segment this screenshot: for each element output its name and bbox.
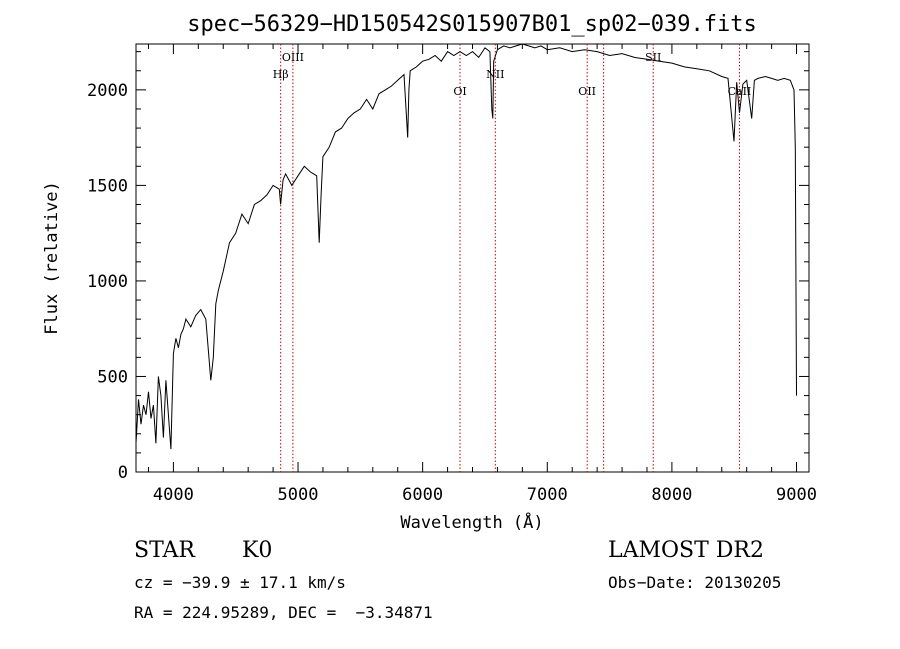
line-marker-label: OI: [453, 85, 466, 98]
x-tick-label: 5000: [278, 485, 319, 505]
y-axis-ticks: 0 500 1000 1500 2000: [87, 51, 809, 483]
line-marker-label: CaII: [728, 85, 752, 98]
y-tick-label: 2000: [87, 81, 128, 101]
x-axis-label: Wavelength (Å): [400, 511, 543, 533]
object-subclass: K0: [242, 538, 273, 563]
x-axis-ticks: 4000 5000 6000 7000 8000 9000: [147, 44, 817, 505]
chart-title: spec−56329−HD150542S015907B01_sp02−039.f…: [187, 12, 757, 37]
plot-frame: [135, 43, 810, 473]
y-axis-label: Flux (relative): [42, 181, 62, 335]
line-marker-label: SII: [645, 51, 661, 64]
x-tick-label: 7000: [527, 485, 568, 505]
line-marker-labels: Hβ OIII OI NII OII SII CaII: [273, 51, 752, 98]
x-tick-label: 6000: [402, 485, 443, 505]
line-marker-label: OII: [578, 85, 596, 98]
y-tick-label: 500: [97, 367, 128, 387]
line-markers: [280, 44, 740, 472]
observation-date: Obs−Date: 20130205: [608, 573, 782, 592]
survey-name: LAMOST DR2: [608, 538, 764, 563]
line-marker-label: Hβ: [273, 68, 289, 81]
coordinates: RA = 224.95289, DEC = −3.34871: [134, 603, 433, 622]
x-tick-label: 9000: [776, 485, 817, 505]
redshift-velocity: cz = −39.9 ± 17.1 km/s: [134, 573, 346, 592]
object-type: STAR: [134, 538, 195, 563]
x-tick-label: 4000: [153, 485, 194, 505]
line-marker-label: OIII: [282, 51, 304, 64]
y-tick-label: 1500: [87, 176, 128, 196]
line-marker-label: NII: [486, 68, 504, 81]
y-tick-label: 0: [118, 463, 128, 483]
y-tick-label: 1000: [87, 272, 128, 292]
spectrum-series-line: [135, 43, 797, 450]
x-tick-label: 8000: [651, 485, 692, 505]
